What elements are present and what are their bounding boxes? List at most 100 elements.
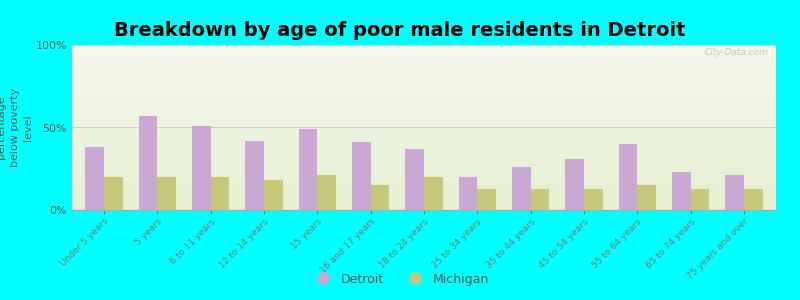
Bar (72, 121, 776, 122)
Bar (72, 86, 776, 87)
Bar (72, 76, 776, 77)
Bar (72, 46, 776, 47)
Bar (72, 191, 776, 192)
Bar (72, 147, 776, 148)
Bar (72, 170, 776, 171)
Bar (72, 175, 776, 176)
Bar (512, 167, 530, 210)
Bar (72, 77, 776, 78)
Bar (72, 194, 776, 195)
Bar (72, 134, 776, 135)
Bar (72, 161, 776, 162)
Text: City-Data.com: City-Data.com (705, 48, 769, 57)
Bar (72, 85, 776, 86)
Bar (72, 183, 776, 184)
Bar (72, 187, 776, 188)
Bar (72, 152, 776, 153)
Bar (72, 203, 776, 204)
Bar (72, 168, 776, 169)
Bar (406, 149, 424, 210)
Bar (72, 108, 776, 109)
Bar (72, 202, 776, 203)
Bar (72, 104, 776, 105)
Bar (72, 155, 776, 156)
Bar (72, 81, 776, 82)
Bar (352, 142, 370, 210)
Bar (72, 142, 776, 143)
Bar (72, 61, 776, 62)
Bar (72, 120, 776, 121)
Bar (72, 127, 776, 128)
Bar (72, 118, 776, 119)
Bar (72, 82, 776, 83)
Bar (72, 169, 776, 170)
Bar (72, 47, 776, 48)
Bar (72, 123, 776, 124)
Y-axis label: percentage
below poverty
level: percentage below poverty level (0, 88, 33, 167)
Bar (72, 186, 776, 187)
Bar (72, 125, 776, 126)
Bar (618, 144, 638, 210)
Bar (72, 67, 776, 68)
Bar (72, 113, 776, 114)
Bar (72, 80, 776, 81)
Bar (72, 207, 776, 208)
Bar (72, 201, 776, 202)
Bar (72, 160, 776, 161)
Bar (72, 116, 776, 117)
Bar (72, 173, 776, 174)
Bar (72, 176, 776, 177)
Bar (72, 115, 776, 116)
Bar (246, 141, 264, 210)
Bar (72, 78, 776, 79)
Bar (72, 166, 776, 167)
Bar (72, 74, 776, 75)
Bar (72, 153, 776, 154)
Bar (72, 178, 776, 179)
Bar (744, 188, 762, 210)
Bar (72, 119, 776, 120)
Bar (72, 124, 776, 125)
Bar (72, 171, 776, 172)
Legend: Detroit, Michigan: Detroit, Michigan (306, 268, 494, 291)
Bar (192, 126, 210, 210)
Bar (72, 92, 776, 93)
Bar (72, 157, 776, 158)
Bar (72, 48, 776, 49)
Bar (72, 51, 776, 52)
Bar (72, 132, 776, 133)
Bar (72, 185, 776, 186)
Bar (72, 163, 776, 164)
Bar (72, 126, 776, 127)
Bar (72, 66, 776, 67)
Bar (72, 91, 776, 92)
Bar (370, 185, 390, 210)
Bar (72, 190, 776, 191)
Bar (72, 55, 776, 56)
Bar (72, 198, 776, 199)
Bar (72, 140, 776, 141)
Bar (72, 45, 776, 46)
Bar (72, 164, 776, 165)
Bar (72, 177, 776, 178)
Bar (318, 175, 336, 210)
Bar (458, 177, 478, 210)
Bar (72, 90, 776, 91)
Bar (72, 96, 776, 97)
Bar (72, 75, 776, 76)
Bar (72, 188, 776, 189)
Bar (72, 68, 776, 69)
Bar (72, 135, 776, 136)
Bar (72, 50, 776, 51)
Bar (72, 184, 776, 185)
Bar (72, 64, 776, 65)
Bar (72, 122, 776, 123)
Bar (210, 177, 230, 210)
Bar (72, 79, 776, 80)
Bar (530, 188, 550, 210)
Bar (72, 181, 776, 182)
Bar (72, 83, 776, 84)
Bar (72, 205, 776, 206)
Bar (72, 130, 776, 131)
Bar (72, 141, 776, 142)
